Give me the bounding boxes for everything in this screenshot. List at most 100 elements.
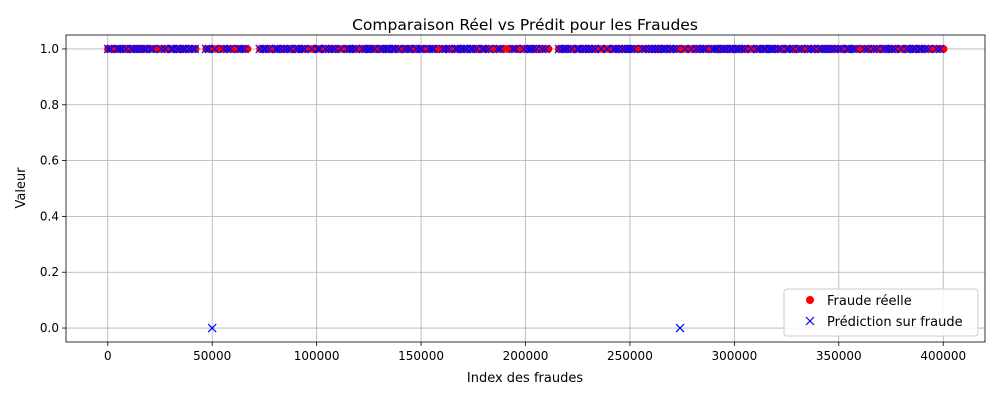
data-point (415, 44, 425, 54)
data-point (671, 44, 681, 54)
x-tick-label: 50000 (193, 349, 231, 363)
data-point (659, 44, 669, 54)
data-point (662, 44, 672, 54)
data-point (935, 44, 945, 54)
x-tick-label: 400000 (920, 349, 966, 363)
data-point (468, 44, 478, 54)
y-tick-label: 0.2 (40, 265, 59, 279)
data-point (626, 44, 636, 54)
data-point (698, 44, 708, 54)
data-point (156, 44, 166, 54)
y-tick-label: 0.0 (40, 321, 59, 335)
data-point (650, 44, 660, 54)
data-point (640, 44, 650, 54)
series-prediction-fraude (103, 44, 945, 333)
data-point (537, 44, 547, 54)
data-point (145, 44, 155, 54)
data-point (300, 44, 310, 54)
data-point (484, 44, 494, 54)
data-point (210, 44, 220, 54)
data-point (675, 323, 685, 333)
data-point (117, 44, 127, 54)
data-point (737, 44, 747, 54)
data-point (180, 44, 190, 54)
x-tick-label: 100000 (294, 349, 340, 363)
y-tick-label: 0.4 (40, 209, 59, 223)
x-tick-label: 300000 (711, 349, 757, 363)
data-point (851, 44, 860, 54)
data-point (590, 44, 600, 54)
data-point (563, 44, 572, 54)
data-point (240, 44, 249, 54)
data-point (519, 44, 529, 54)
data-point (190, 44, 200, 54)
data-point (752, 44, 762, 54)
data-point (614, 44, 624, 54)
data-point (719, 44, 729, 54)
data-point (429, 44, 439, 54)
data-point (168, 44, 178, 54)
data-point (493, 44, 502, 54)
legend-label-prediction: Prédiction sur fraude (827, 315, 963, 330)
data-point (444, 44, 454, 54)
data-point (611, 44, 621, 54)
legend-marker-x (805, 316, 815, 326)
legend: Fraude réelle Prédiction sur fraude (783, 288, 979, 337)
data-point (784, 44, 794, 54)
data-point (803, 44, 813, 54)
data-point (187, 44, 197, 54)
data-point (264, 44, 274, 54)
data-point (480, 44, 490, 54)
x-tick-label: 200000 (503, 349, 549, 363)
x-tick-label: 150000 (398, 349, 444, 363)
data-point (327, 44, 337, 54)
y-axis-label: Valeur (14, 167, 29, 209)
data-point (560, 44, 570, 54)
data-point (201, 44, 211, 54)
data-point (859, 44, 869, 54)
x-axis-label: Index des fraudes (467, 371, 583, 386)
data-point (141, 44, 151, 54)
data-point (276, 44, 286, 54)
data-point (587, 44, 597, 54)
data-point (219, 44, 229, 54)
data-point (390, 44, 400, 54)
data-point (920, 44, 930, 54)
data-point (115, 44, 125, 54)
chart-title: Comparaison Réel vs Prédit pour les Frau… (352, 16, 698, 34)
x-tick-label: 350000 (816, 349, 862, 363)
data-point (283, 44, 292, 54)
data-point (887, 44, 897, 54)
y-tick-label: 1.0 (40, 42, 59, 56)
data-point (797, 44, 807, 54)
x-tick-label: 0 (104, 349, 112, 363)
data-point (574, 44, 584, 54)
y-tick-label: 0.6 (40, 154, 59, 168)
data-point (872, 44, 882, 54)
data-point (541, 44, 551, 54)
data-point (222, 44, 232, 54)
y-axis-ticks: 0.0 0.2 0.4 0.6 0.8 1.0 (40, 42, 66, 335)
data-point (459, 44, 469, 54)
data-point (261, 44, 271, 54)
data-point (191, 45, 200, 53)
data-point (848, 44, 857, 54)
legend-label-fraude-reelle: Fraude réelle (827, 294, 912, 309)
data-point (313, 44, 322, 54)
data-point (324, 44, 334, 54)
data-point (321, 44, 331, 54)
data-point (668, 44, 678, 54)
data-point (478, 44, 487, 54)
data-point (403, 44, 413, 54)
data-point (511, 44, 520, 54)
data-point (917, 44, 926, 54)
y-tick-label: 0.8 (40, 98, 59, 112)
x-axis-ticks: 0 50000 100000 150000 200000 250000 300000 3500… (104, 342, 966, 363)
data-point (710, 44, 720, 54)
data-point (207, 323, 217, 333)
data-point (351, 44, 361, 54)
data-point (924, 44, 933, 54)
data-point (908, 44, 918, 54)
